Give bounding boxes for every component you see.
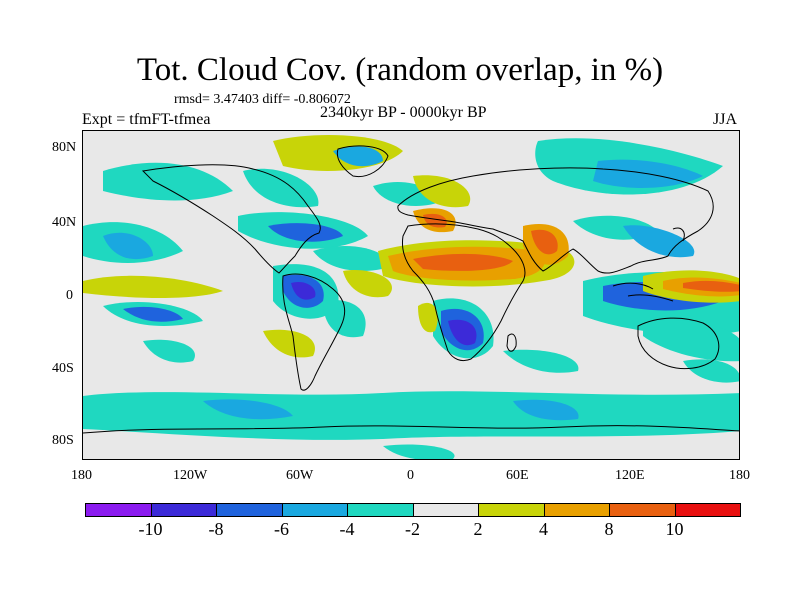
colorbar-segment xyxy=(609,503,676,517)
map-panel xyxy=(82,130,740,460)
lon-tick-60e: 60E xyxy=(506,468,529,483)
colorbar-segment xyxy=(216,503,283,517)
lat-tick-40n: 40N xyxy=(52,215,77,230)
plot-title: Tot. Cloud Cov. (random overlap, in %) xyxy=(136,52,664,88)
colorbar-segment xyxy=(674,503,741,517)
colorbar-label: 10 xyxy=(665,519,684,539)
period-label: 2340kyr BP - 0000kyr BP xyxy=(320,104,487,121)
colorbar-segment xyxy=(150,503,217,517)
lat-tick-80s: 80S xyxy=(52,433,74,448)
lon-tick-60w: 60W xyxy=(286,468,314,483)
colorbar-label: -4 xyxy=(339,519,355,539)
anomaly-fields xyxy=(83,135,739,459)
colorbar-segment xyxy=(281,503,348,517)
anomaly-map xyxy=(83,131,739,459)
lon-tick-180w: 180 xyxy=(71,468,92,483)
lat-tick-40s: 40S xyxy=(52,361,74,376)
lon-tick-120w: 120W xyxy=(173,468,208,483)
coastlines xyxy=(83,145,739,434)
colorbar-segment xyxy=(85,503,152,517)
lat-tick-80n: 80N xyxy=(52,140,77,155)
colorbar-segment xyxy=(347,503,414,517)
lat-tick-0: 0 xyxy=(66,288,73,303)
stats-line: rmsd= 3.47403 diff= -0.806072 xyxy=(174,92,351,107)
colorbar-segment xyxy=(412,503,479,517)
colorbar-segment xyxy=(478,503,545,517)
colorbar-label: 4 xyxy=(539,519,548,539)
colorbar-label: -6 xyxy=(274,519,289,539)
lon-tick-120e: 120E xyxy=(615,468,645,483)
season-label: JJA xyxy=(713,111,738,128)
colorbar-label: -10 xyxy=(138,519,163,539)
experiment-label: Expt = tfmFT-tfmea xyxy=(82,111,211,128)
lon-tick-0: 0 xyxy=(407,468,414,483)
colorbar-label: -2 xyxy=(405,519,420,539)
colorbar-label: -8 xyxy=(208,519,224,539)
lon-tick-180e: 180 xyxy=(729,468,750,483)
colorbar-label: 8 xyxy=(604,519,614,539)
colorbar-label: 2 xyxy=(473,519,483,539)
colorbar-segment xyxy=(543,503,610,517)
